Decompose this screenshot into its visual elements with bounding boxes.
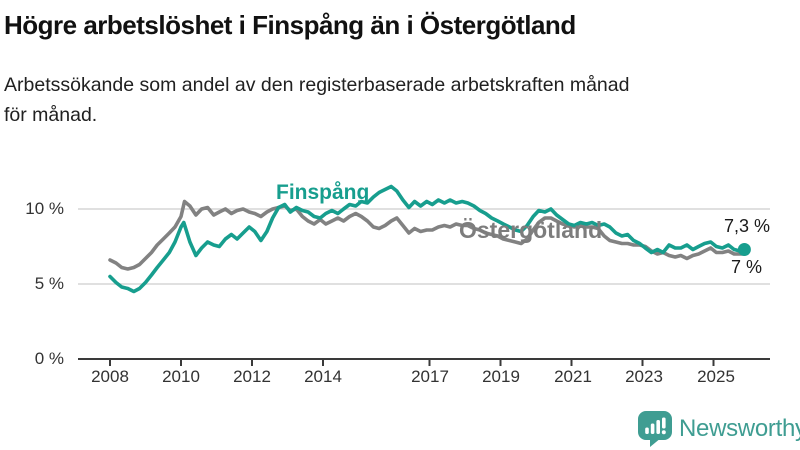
series-label-ostergotland: Östergötland — [459, 217, 603, 243]
x-tick-label-2014: 2014 — [304, 367, 342, 386]
y-tick-label-0: 0 % — [34, 349, 64, 368]
y-tick-label-10: 10 % — [25, 199, 64, 218]
series-line-finspang — [108, 184, 747, 294]
end-dot-finspang — [737, 243, 751, 256]
newsworthy-logo[interactable]: Newsworthy — [638, 411, 800, 447]
end-value-label-ostergotland: 7 % — [730, 257, 762, 277]
x-tick-label-2010: 2010 — [162, 367, 200, 386]
x-tick-label-2021: 2021 — [554, 367, 592, 386]
series-line-ostergotland — [108, 199, 747, 271]
brand-name: Newsworthy — [679, 415, 800, 442]
x-tick-label-2012: 2012 — [233, 367, 271, 386]
x-tick-label-2023: 2023 — [625, 367, 663, 386]
subtitle-line-1: Arbetssökande som andel av den registerb… — [4, 74, 630, 96]
subtitle-line-2: för månad. — [4, 104, 98, 126]
y-tick-label-5: 5 % — [34, 274, 64, 293]
bar-chart-speech-bubble-icon — [638, 411, 672, 447]
end-value-label-finspang: 7,3 % — [723, 216, 770, 236]
series-label-finspang: Finspång — [276, 181, 370, 204]
x-tick-label-2019: 2019 — [482, 367, 520, 386]
page-title: Högre arbetslöshet i Finspång än i Öster… — [4, 10, 576, 40]
x-tick-label-2017: 2017 — [411, 367, 449, 386]
x-tick-label-2008: 2008 — [91, 367, 129, 386]
x-tick-label-2025: 2025 — [697, 367, 735, 386]
chart-subtitle: Arbetssökande som andel av den registerb… — [4, 70, 784, 130]
